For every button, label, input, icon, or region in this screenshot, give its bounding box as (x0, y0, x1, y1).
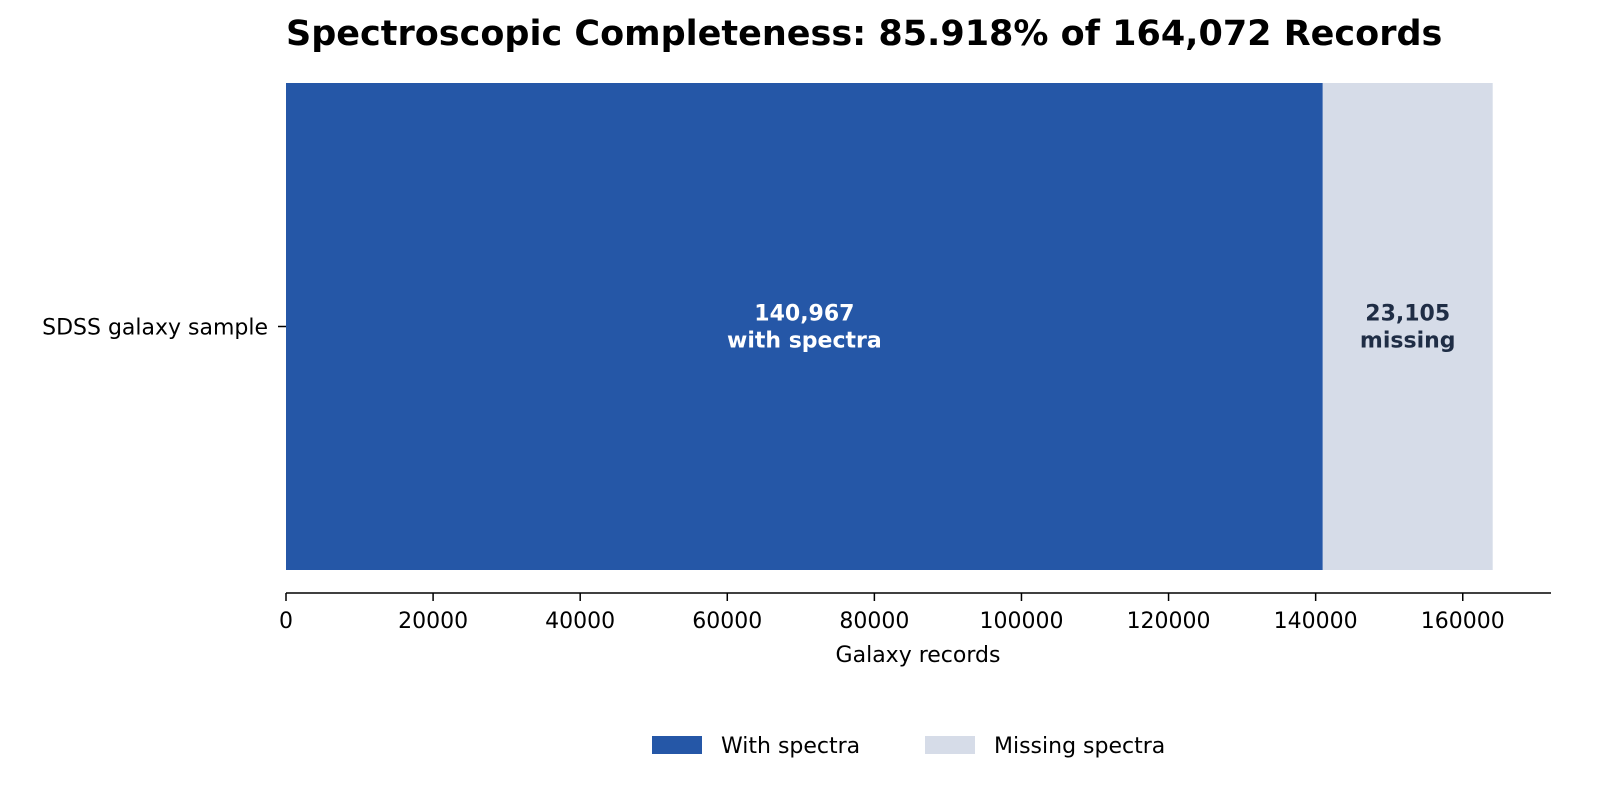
bar-label-line: 140,967 (754, 302, 854, 327)
chart-title: Spectroscopic Completeness: 85.918% of 1… (286, 14, 1442, 54)
y-axis: SDSS galaxy sample (42, 316, 286, 341)
x-tick-label: 40000 (545, 609, 615, 634)
bar-labels-group: 140,967 with spectra 23,105 missing (727, 302, 1456, 354)
x-tick-label: 100000 (979, 609, 1063, 634)
x-tick-label: 160000 (1421, 609, 1505, 634)
legend-label: With spectra (721, 734, 860, 759)
x-axis-label: Galaxy records (836, 643, 1001, 668)
x-tick-label: 140000 (1274, 609, 1358, 634)
legend-swatch (652, 736, 702, 754)
x-tick-label: 0 (279, 609, 293, 634)
legend: With spectra Missing spectra (652, 734, 1165, 759)
x-tick-label: 120000 (1127, 609, 1211, 634)
bar-label-with-spectra: 140,967 with spectra (727, 302, 882, 354)
bar-with-spectra (286, 83, 1323, 570)
bar-missing-spectra (1322, 83, 1493, 570)
legend-swatch (925, 736, 975, 754)
x-tick-label: 60000 (692, 609, 762, 634)
y-tick-label: SDSS galaxy sample (42, 316, 268, 341)
bar-label-line: with spectra (727, 329, 882, 354)
bar-label-line: missing (1360, 329, 1456, 354)
x-axis: 0 20000 40000 60000 80000 100000 120000 140000 1… (279, 592, 1551, 634)
legend-label: Missing spectra (994, 734, 1165, 759)
bar-label-line: 23,105 (1365, 302, 1450, 327)
x-tick-label: 80000 (839, 609, 909, 634)
bar-label-missing-spectra: 23,105 missing (1360, 302, 1456, 354)
x-tick-label: 20000 (398, 609, 468, 634)
bars-group (286, 83, 1493, 570)
